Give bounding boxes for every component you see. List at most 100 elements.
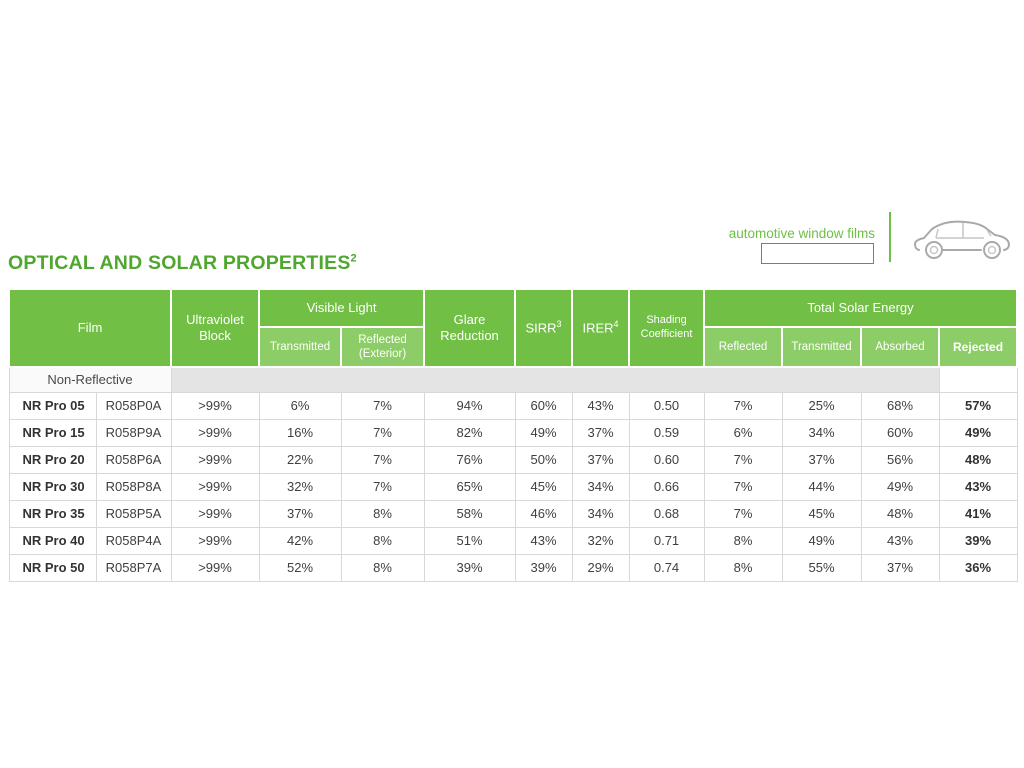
irer-value: 37% xyxy=(571,445,630,474)
tse-absorbed-value: 43% xyxy=(860,526,940,555)
sirr-value: 45% xyxy=(514,472,573,501)
vl-transmitted-value: 22% xyxy=(258,445,342,474)
brand-tagline: automotive window films xyxy=(728,226,875,241)
tse-transmitted-value: 37% xyxy=(781,445,862,474)
tse-transmitted-value: 34% xyxy=(781,418,862,447)
col-header-irer: IRER4 xyxy=(571,288,631,368)
uv-block-value: >99% xyxy=(170,391,260,420)
film-code: R058P0A xyxy=(95,391,172,420)
irer-value: 34% xyxy=(571,472,630,501)
col-header-vl-reflected-exterior: Reflected (Exterior) xyxy=(340,326,426,368)
tse-reflected-value: 7% xyxy=(703,472,783,501)
film-name: NR Pro 15 xyxy=(8,418,97,447)
table-row: NR Pro 15 R058P9A >99% 16% 7% 82% 49% 37… xyxy=(8,418,1018,447)
irer-superscript: 4 xyxy=(613,319,619,330)
irer-label: IRER xyxy=(582,320,614,336)
col-header-shading-coefficient: Shading Coefficient xyxy=(628,288,706,368)
tse-transmitted-value: 44% xyxy=(781,472,862,501)
tse-reflected-value: 7% xyxy=(703,391,783,420)
col-header-visible-light: Visible Light xyxy=(258,288,426,328)
brand-divider xyxy=(889,212,891,262)
vl-transmitted-value: 6% xyxy=(258,391,342,420)
vl-transmitted-value: 37% xyxy=(258,499,342,528)
tse-transmitted-value: 49% xyxy=(781,526,862,555)
col-header-tse-transmitted: Transmitted xyxy=(781,326,863,368)
properties-table: Film Ultraviolet Block Visible Light Gla… xyxy=(7,288,1019,582)
shading-coefficient-value: 0.60 xyxy=(628,445,705,474)
uv-block-value: >99% xyxy=(170,499,260,528)
uv-block-value: >99% xyxy=(170,553,260,582)
tse-absorbed-value: 48% xyxy=(860,499,940,528)
sirr-value: 39% xyxy=(514,553,573,582)
page-title-text: OPTICAL AND SOLAR PROPERTIES xyxy=(8,252,351,274)
vl-reflected-value: 8% xyxy=(340,526,425,555)
film-name: NR Pro 05 xyxy=(8,391,97,420)
vl-reflected-value: 8% xyxy=(340,499,425,528)
uv-block-value: >99% xyxy=(170,445,260,474)
section-label: Non-Reflective xyxy=(8,366,172,393)
tse-reflected-value: 7% xyxy=(703,499,783,528)
shading-coefficient-value: 0.71 xyxy=(628,526,705,555)
film-code: R058P9A xyxy=(95,418,172,447)
film-name: NR Pro 20 xyxy=(8,445,97,474)
vl-reflected-value: 7% xyxy=(340,418,425,447)
table-row: NR Pro 05 R058P0A >99% 6% 7% 94% 60% 43%… xyxy=(8,391,1018,420)
glare-reduction-value: 82% xyxy=(423,418,516,447)
tse-absorbed-value: 49% xyxy=(860,472,940,501)
tse-absorbed-value: 56% xyxy=(860,445,940,474)
tse-transmitted-value: 45% xyxy=(781,499,862,528)
film-code: R058P8A xyxy=(95,472,172,501)
uv-block-value: >99% xyxy=(170,526,260,555)
tse-transmitted-value: 25% xyxy=(781,391,862,420)
vl-reflected-value: 8% xyxy=(340,553,425,582)
col-header-tse-rejected: Rejected xyxy=(938,326,1019,368)
vl-reflected-value: 7% xyxy=(340,445,425,474)
vl-reflected-value: 7% xyxy=(340,472,425,501)
col-header-uv-block: Ultraviolet Block xyxy=(170,288,261,368)
tse-rejected-value: 48% xyxy=(938,445,1018,474)
tse-reflected-value: 8% xyxy=(703,553,783,582)
tse-rejected-value: 41% xyxy=(938,499,1018,528)
vl-transmitted-value: 52% xyxy=(258,553,342,582)
shading-coefficient-value: 0.74 xyxy=(628,553,705,582)
tse-rejected-value: 36% xyxy=(938,553,1018,582)
tse-reflected-value: 7% xyxy=(703,445,783,474)
logo-placeholder-box xyxy=(761,243,874,264)
sirr-value: 46% xyxy=(514,499,573,528)
section-row-non-reflective: Non-Reflective xyxy=(8,366,1018,393)
irer-value: 37% xyxy=(571,418,630,447)
header-row-sub: Transmitted Reflected (Exterior) Reflect… xyxy=(9,326,1019,368)
film-name: NR Pro 50 xyxy=(8,553,97,582)
sirr-value: 50% xyxy=(514,445,573,474)
header-row-groups: Film Ultraviolet Block Visible Light Gla… xyxy=(7,288,1019,368)
sirr-value: 43% xyxy=(514,526,573,555)
tse-absorbed-value: 37% xyxy=(860,553,940,582)
irer-value: 29% xyxy=(571,553,630,582)
glare-reduction-value: 39% xyxy=(423,553,516,582)
page-title-superscript: 2 xyxy=(350,252,357,265)
film-code: R058P6A xyxy=(95,445,172,474)
glare-reduction-value: 94% xyxy=(423,391,516,420)
tse-rejected-value: 57% xyxy=(938,391,1018,420)
glare-reduction-value: 65% xyxy=(423,472,516,501)
tse-reflected-value: 6% xyxy=(703,418,783,447)
shading-coefficient-value: 0.66 xyxy=(628,472,705,501)
vl-reflected-value: 7% xyxy=(340,391,425,420)
film-name: NR Pro 40 xyxy=(8,526,97,555)
table-row: NR Pro 40 R058P4A >99% 42% 8% 51% 43% 32… xyxy=(8,526,1018,555)
tse-reflected-value: 8% xyxy=(703,526,783,555)
sirr-label: SIRR xyxy=(525,320,557,336)
table-row: NR Pro 20 R058P6A >99% 22% 7% 76% 50% 37… xyxy=(8,445,1018,474)
tse-absorbed-value: 60% xyxy=(860,418,940,447)
section-band-end xyxy=(938,366,1018,393)
tse-rejected-value: 39% xyxy=(938,526,1018,555)
shading-coefficient-value: 0.59 xyxy=(628,418,705,447)
vl-transmitted-value: 16% xyxy=(258,418,342,447)
sirr-value: 60% xyxy=(514,391,573,420)
vl-transmitted-value: 32% xyxy=(258,472,342,501)
irer-value: 32% xyxy=(571,526,630,555)
col-header-tse-absorbed: Absorbed xyxy=(860,326,941,368)
page-title: OPTICAL AND SOLAR PROPERTIES2 xyxy=(8,252,357,275)
film-code: R058P4A xyxy=(95,526,172,555)
